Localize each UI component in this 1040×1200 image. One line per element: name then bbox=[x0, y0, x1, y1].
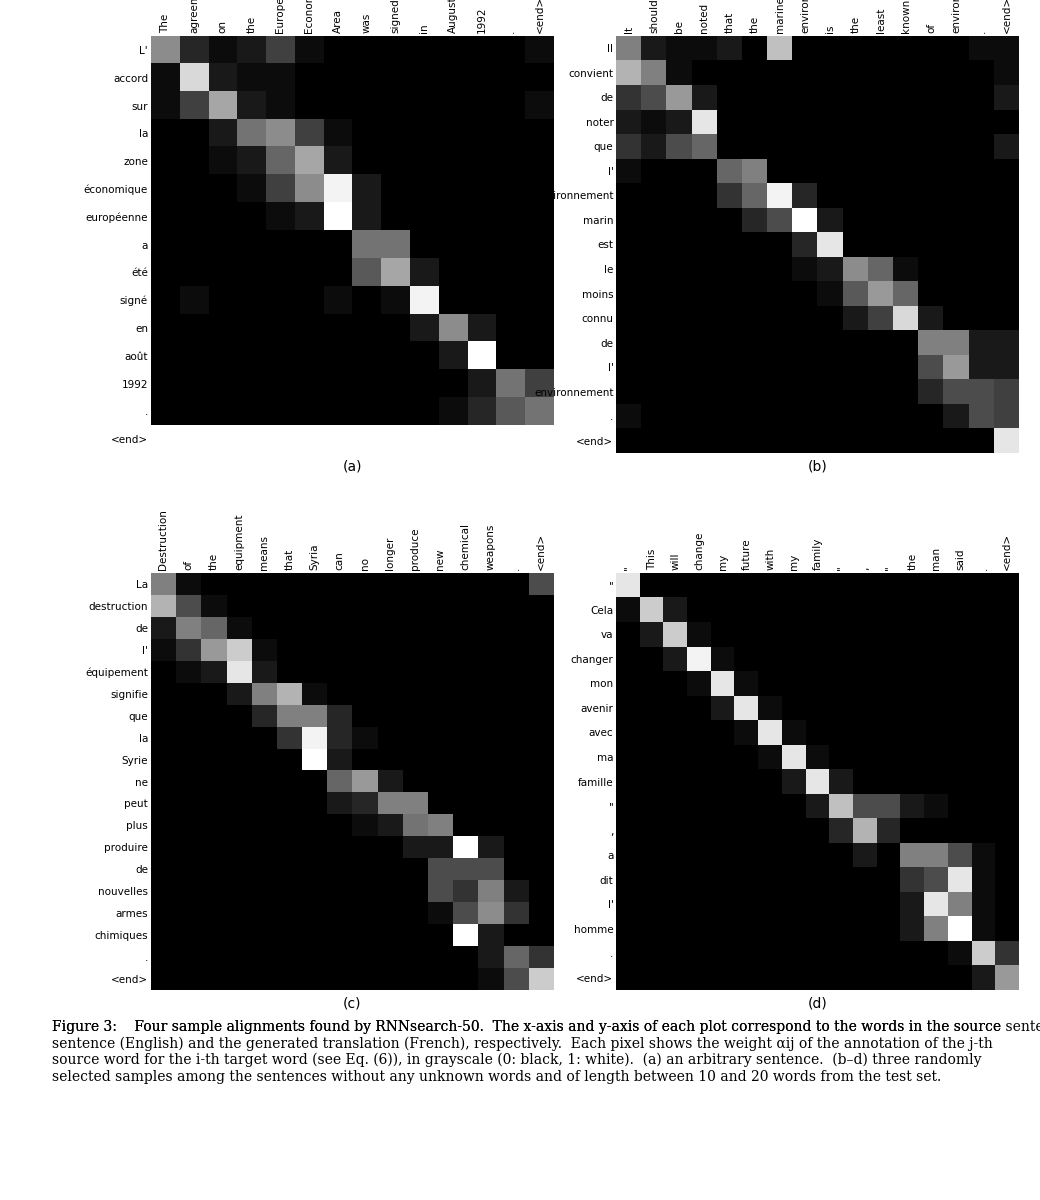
Text: Figure 3:    Four sample alignments found by RNNsearch-50.  The x-axis and y-axi: Figure 3: Four sample alignments found b… bbox=[52, 1020, 1002, 1084]
Text: Figure 3:    Four sample alignments found by RNNsearch-50.  The x-axis and y-axi: Figure 3: Four sample alignments found b… bbox=[52, 1020, 1040, 1034]
X-axis label: (a): (a) bbox=[342, 460, 362, 474]
X-axis label: (b): (b) bbox=[808, 460, 828, 474]
X-axis label: (c): (c) bbox=[343, 997, 362, 1010]
X-axis label: (d): (d) bbox=[808, 997, 828, 1010]
